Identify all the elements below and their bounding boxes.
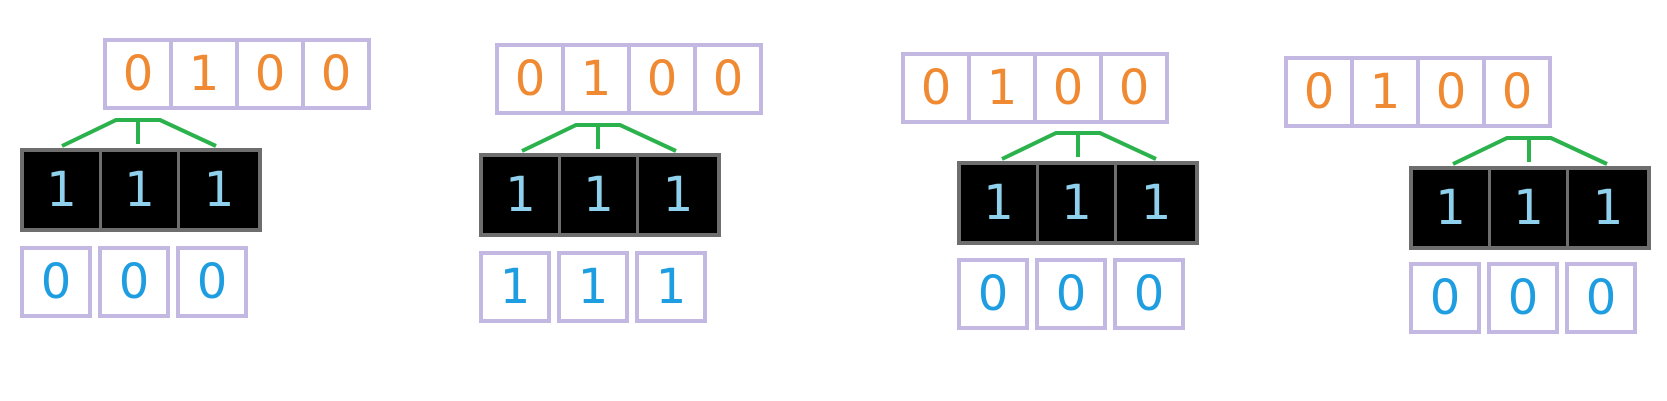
- input-cell: 0: [103, 38, 173, 110]
- input-row: 0 1 0 0: [103, 38, 371, 110]
- input-cell: 0: [627, 43, 697, 115]
- output-cell: 1: [557, 251, 629, 323]
- output-row: 0 0 0: [957, 258, 1191, 330]
- filter-cell: 1: [961, 165, 1039, 241]
- output-cell: 1: [635, 251, 707, 323]
- filter-cell: 1: [1140, 175, 1172, 231]
- filter-row: 1 1 1: [1409, 166, 1651, 250]
- filter-row: 1 1 1: [957, 161, 1199, 245]
- input-cell: 1: [169, 38, 239, 110]
- output-cell: 0: [176, 246, 248, 318]
- filter-cell: 1: [1592, 180, 1624, 236]
- input-cell: 0: [1284, 56, 1354, 128]
- output-cell: 0: [1113, 258, 1185, 330]
- connector-bracket: [1452, 136, 1608, 166]
- connector-bracket: [1001, 131, 1157, 161]
- filter-cell: 1: [102, 152, 180, 228]
- input-cell: 0: [301, 38, 371, 110]
- input-cell: 0: [1033, 52, 1103, 124]
- output-cell: 0: [1487, 262, 1559, 334]
- output-row: 1 1 1: [479, 251, 713, 323]
- filter-cell: 1: [483, 157, 561, 233]
- connector-bracket: [521, 123, 677, 153]
- output-cell: 0: [98, 246, 170, 318]
- filter-row: 1 1 1: [479, 153, 721, 237]
- input-cell: 0: [693, 43, 763, 115]
- input-cell: 0: [495, 43, 565, 115]
- diagram-panel-2: 0 1 0 0 1 1 1 1 1 1: [0, 0, 800, 401]
- filter-cell: 1: [203, 162, 235, 218]
- input-cell: 0: [1416, 56, 1486, 128]
- filter-cell: 1: [1413, 170, 1491, 246]
- connector-bracket: [61, 118, 217, 148]
- input-cell: 0: [1482, 56, 1552, 128]
- input-row: 0 1 0 0: [901, 52, 1169, 124]
- output-cell: 0: [20, 246, 92, 318]
- output-cell: 0: [957, 258, 1029, 330]
- filter-cell: 1: [662, 167, 694, 223]
- output-cell: 1: [479, 251, 551, 323]
- input-cell: 0: [1099, 52, 1169, 124]
- input-cell: 1: [1350, 56, 1420, 128]
- input-cell: 1: [967, 52, 1037, 124]
- output-row: 0 0 0: [20, 246, 254, 318]
- filter-cell: 1: [561, 157, 639, 233]
- input-row: 0 1 0 0: [495, 43, 763, 115]
- diagram-panel-1: 0 1 0 0 1 1 1 0 0 0: [0, 0, 420, 401]
- filter-cell: 1: [24, 152, 102, 228]
- output-cell: 0: [1565, 262, 1637, 334]
- filter-cell: 1: [1491, 170, 1569, 246]
- output-cell: 0: [1035, 258, 1107, 330]
- input-cell: 0: [901, 52, 971, 124]
- output-cell: 0: [1409, 262, 1481, 334]
- output-row: 0 0 0: [1409, 262, 1643, 334]
- input-row: 0 1 0 0: [1284, 56, 1552, 128]
- filter-row: 1 1 1: [20, 148, 262, 232]
- diagram-panel-3: 0 1 0 0 1 1 1 0 0 0: [901, 52, 1199, 330]
- filter-cell: 1: [1039, 165, 1117, 241]
